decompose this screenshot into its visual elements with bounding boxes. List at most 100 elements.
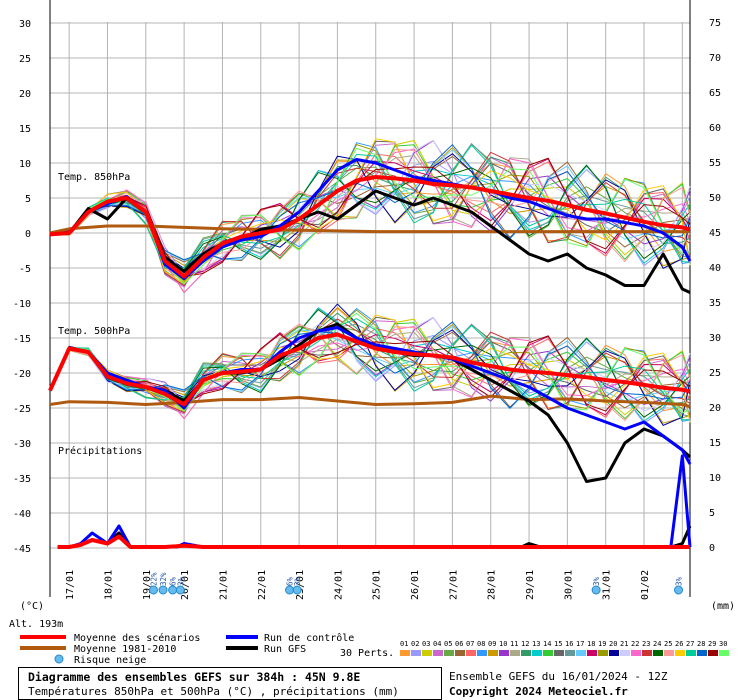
legend-pert-swatch xyxy=(565,650,575,656)
left-tick-label: 10 xyxy=(19,159,31,170)
right-tick-label: 75 xyxy=(709,18,721,29)
legend-pert-swatch xyxy=(708,650,718,656)
legend-pert-swatch xyxy=(488,650,498,656)
left-tick-label: -20 xyxy=(13,369,31,380)
legend-pert-code: 21 xyxy=(620,640,628,648)
right-tick-label: 60 xyxy=(709,123,721,134)
right-tick-label: 50 xyxy=(709,193,721,204)
x-tick-label: 22/01 xyxy=(257,570,268,600)
left-tick-label: 25 xyxy=(19,54,31,65)
x-tick-label: 24/01 xyxy=(333,570,344,600)
legend-pert-code: 09 xyxy=(488,640,496,648)
snowflake-icon xyxy=(168,585,178,595)
legend-mean-label: Moyenne des scénarios xyxy=(74,632,200,644)
legend-snow-label: Risque neige xyxy=(74,655,146,666)
x-tick-label: 25/01 xyxy=(372,570,383,600)
legend-pert-swatch xyxy=(455,650,465,656)
run-info: Ensemble GEFS du 16/01/2024 - 12Z xyxy=(449,670,668,683)
legend-pert-code: 27 xyxy=(686,640,694,648)
x-tick-label: 21/01 xyxy=(218,570,229,600)
right-tick-label: 70 xyxy=(709,53,721,64)
snow-risk-label: 6% xyxy=(286,576,295,586)
legend-pert-code: 19 xyxy=(598,640,606,648)
chart-subtitle: Températures 850hPa et 500hPa (°C) , pré… xyxy=(28,685,399,698)
altitude-label: Alt. 193m xyxy=(9,619,63,630)
left-tick-label: -25 xyxy=(13,404,31,415)
snow-risk-label: 6% xyxy=(169,576,178,586)
legend-pert-code: 30 xyxy=(719,640,727,648)
legend-pert-swatch xyxy=(543,650,553,656)
pert-500-line xyxy=(49,321,691,409)
snow-risk-label: 3% xyxy=(293,576,302,586)
legend-pert-code: 18 xyxy=(587,640,595,648)
right-tick-label: 25 xyxy=(709,368,721,379)
x-tick-label: 01/02 xyxy=(640,570,651,600)
legend-pert-swatch xyxy=(686,650,696,656)
legend-pert-swatch xyxy=(664,650,674,656)
series-line-500 xyxy=(48,332,691,407)
legend-pert-code: 07 xyxy=(466,640,474,648)
x-tick-label: 18/01 xyxy=(103,570,114,600)
legend-pert-code: 16 xyxy=(565,640,573,648)
legend-pert-code: 01 xyxy=(400,640,408,648)
left-tick-label: -45 xyxy=(13,544,31,555)
left-unit: (°C) xyxy=(20,601,44,612)
right-tick-label: 40 xyxy=(709,263,721,274)
right-unit: (mm) xyxy=(711,601,735,612)
snowflake-icon xyxy=(285,585,295,595)
x-tick-label: 27/01 xyxy=(448,570,459,600)
pert-500-line xyxy=(49,320,691,420)
x-tick-label: 30/01 xyxy=(563,570,574,600)
legend-pert-swatch xyxy=(576,650,586,656)
series-line-500 xyxy=(49,394,691,409)
legend-pert-code: 23 xyxy=(642,640,650,648)
snowflake-icon xyxy=(591,585,601,595)
right-tick-label: 35 xyxy=(709,298,721,309)
legend-perts-label: 30 Perts. xyxy=(340,648,394,659)
legend-pert-swatch xyxy=(554,650,564,656)
x-tick-label: 23/01 xyxy=(295,570,306,600)
series-line-precip xyxy=(57,454,692,549)
legend-pert-code: 05 xyxy=(444,640,452,648)
legend-pert-swatch xyxy=(521,650,531,656)
legend-pert-swatch xyxy=(510,650,520,656)
x-tick-label: 29/01 xyxy=(525,570,536,600)
snow-risk-label: 22% xyxy=(149,572,158,586)
legend-pert-swatch xyxy=(433,650,443,656)
right-tick-label: 0 xyxy=(709,543,715,554)
pert-500-line xyxy=(49,307,691,422)
legend-pert-swatch xyxy=(532,650,542,656)
x-tick-label: 28/01 xyxy=(487,570,498,600)
right-tick-label: 10 xyxy=(709,473,721,484)
panel-label: Temp. 850hPa xyxy=(58,172,130,183)
left-tick-label: -35 xyxy=(13,474,31,485)
legend-pert-code: 08 xyxy=(477,640,485,648)
legend-pert-swatch xyxy=(499,650,509,656)
legend-pert-swatch xyxy=(653,650,663,656)
pert-500-line xyxy=(49,314,691,423)
legend-pert-swatch xyxy=(598,650,608,656)
legend-pert-swatch xyxy=(642,650,652,656)
legend-pert-code: 28 xyxy=(697,640,705,648)
pert-850-line xyxy=(49,157,691,278)
snowflake-icon xyxy=(148,585,158,595)
x-tick-label: 26/01 xyxy=(410,570,421,600)
x-tick-label: 17/01 xyxy=(65,570,76,600)
legend-pert-swatch xyxy=(587,650,597,656)
panel-label: Temp. 500hPa xyxy=(58,326,130,337)
pert-500-line xyxy=(49,333,691,412)
legend-pert-code: 04 xyxy=(433,640,441,648)
legend-pert-code: 11 xyxy=(510,640,518,648)
left-tick-label: -15 xyxy=(13,334,31,345)
series-line-precip xyxy=(57,534,690,549)
snow-risk-label: 3% xyxy=(176,576,185,586)
left-tick-label: 30 xyxy=(19,19,31,30)
legend-pert-code: 26 xyxy=(675,640,683,648)
left-tick-label: -40 xyxy=(13,509,31,520)
left-tick-label: 15 xyxy=(19,124,31,135)
left-tick-label: 20 xyxy=(19,89,31,100)
legend-climatology-label: Moyenne 1981-2010 xyxy=(74,644,176,655)
snowflake-icon xyxy=(175,585,185,595)
snowflake-icon xyxy=(292,585,302,595)
legend-pert-code: 12 xyxy=(521,640,529,648)
